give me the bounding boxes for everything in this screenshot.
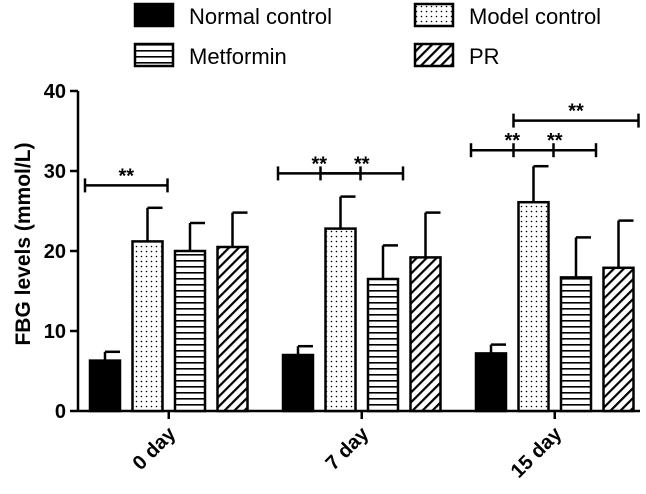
legend-label: Normal control <box>189 4 332 29</box>
significance-label: ** <box>547 130 563 152</box>
bar <box>474 352 508 413</box>
x-tick-label: 7 day <box>322 422 374 474</box>
bar <box>366 277 400 413</box>
legend-swatch <box>413 42 455 68</box>
y-axis-label: FBG levels (mmol/L) <box>12 142 35 345</box>
significance-label: ** <box>118 165 134 187</box>
bar <box>173 249 207 413</box>
error-bars <box>103 164 634 361</box>
bar <box>131 240 164 413</box>
legend-label: PR <box>469 44 500 69</box>
bar <box>602 266 635 413</box>
y-tick-label: 40 <box>44 81 66 103</box>
y-tick-label: 20 <box>44 241 66 263</box>
y-tick-label: 10 <box>44 321 66 343</box>
legend-label: Metformin <box>189 44 287 69</box>
bar <box>88 359 122 413</box>
x-axis: 0 day 7 day 15 day <box>78 409 640 483</box>
legend-swatch <box>413 2 455 28</box>
bar <box>216 245 249 413</box>
bar <box>281 353 315 413</box>
bar <box>409 256 442 413</box>
legend-label: Model control <box>469 4 601 29</box>
legend: Normal control Model control Metformin PR <box>133 2 601 69</box>
x-tick-label: 15 day <box>507 422 567 482</box>
significance-label: ** <box>311 153 327 175</box>
significance-label: ** <box>568 101 584 123</box>
legend-swatch <box>133 42 175 68</box>
legend-swatch <box>133 2 175 28</box>
bars <box>88 200 635 413</box>
significance-label: ** <box>504 130 520 152</box>
y-axis: 0 10 20 30 40 <box>44 81 80 423</box>
y-tick-label: 30 <box>44 161 66 183</box>
x-tick-label: 0 day <box>129 422 181 474</box>
bar <box>517 200 550 413</box>
significance-label: ** <box>354 153 370 175</box>
significance-brackets: **** **** **** <box>83 101 640 193</box>
bar <box>559 276 593 413</box>
bar <box>324 227 357 413</box>
y-tick-label: 0 <box>55 401 66 423</box>
